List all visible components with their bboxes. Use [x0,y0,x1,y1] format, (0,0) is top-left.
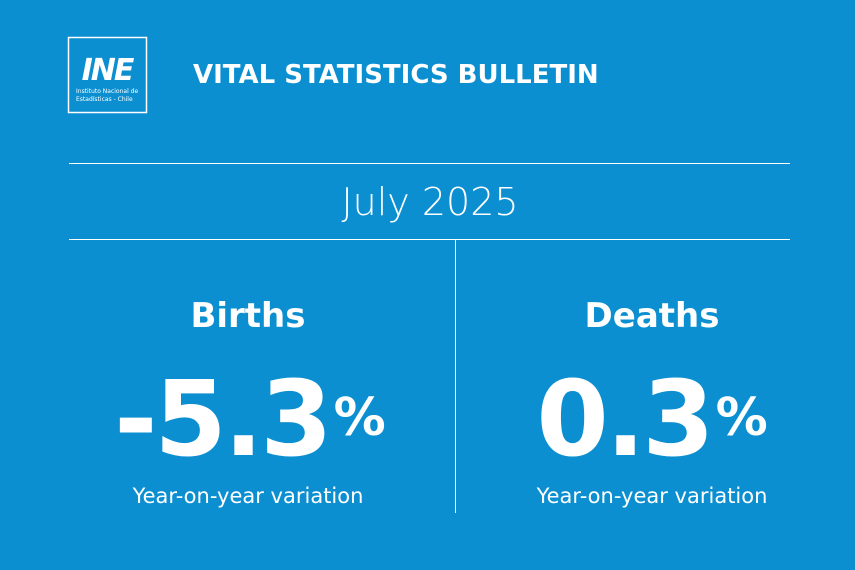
title: VITAL STATISTICS BULLETIN [193,60,599,90]
stat-number: -5.3 [114,358,329,480]
stat-unit: % [334,388,386,448]
logo-mark: INE [82,53,135,88]
stat-births: Births -5.3% Year-on-year variation [114,296,386,508]
stat-caption: Year-on-year variation [132,484,364,508]
stat-number: 0.3 [536,358,711,480]
logo-line: Estadísticas - Chile [76,96,133,103]
stat-unit: % [716,388,768,448]
stat-deaths: Deaths 0.3% Year-on-year variation [536,296,768,508]
stat-caption: Year-on-year variation [536,484,768,508]
logo-line: Instituto Nacional de [76,88,138,95]
stat-label: Deaths [585,296,720,336]
stat-label: Births [190,296,305,336]
logo: INE Instituto Nacional de Estadísticas -… [67,36,148,114]
logo-frame [67,36,148,114]
stat-value: -5.3% [114,358,386,480]
stat-value: 0.3% [536,358,767,480]
period: July 2025 [341,180,518,224]
